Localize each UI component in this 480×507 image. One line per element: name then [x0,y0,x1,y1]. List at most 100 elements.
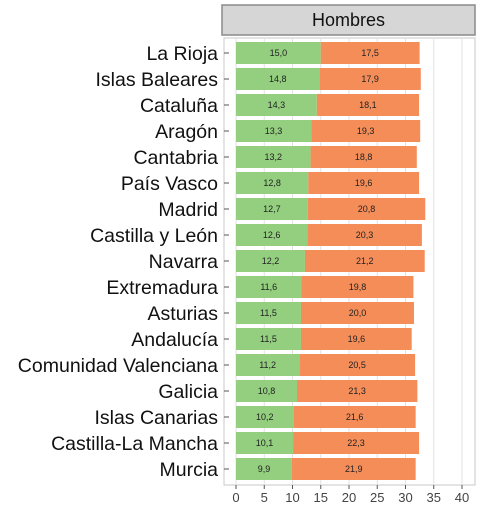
bar-value-label: 11,5 [260,308,277,318]
bar-value-label: 11,2 [259,360,276,370]
bar-value-label: 21,6 [346,412,364,422]
x-tick-label: 10 [285,490,299,505]
bar-value-label: 20,3 [356,230,374,240]
x-tick-label: 40 [455,490,469,505]
category-label: Galicia [158,381,218,403]
bars: 15,0 17,5 14,8 17,9 14,3 18,1 13,3 19,3 13,2 18,8… [236,42,426,480]
category-label: Islas Baleares [96,69,219,91]
bar-segment [236,224,308,246]
category-label: Islas Canarias [94,407,218,429]
x-tick-label: 5 [261,490,268,505]
bar-segment [307,224,422,246]
bar-segment [236,276,302,298]
bar-value-label: 10,2 [256,412,274,422]
bar-value-label: 19,6 [348,334,366,344]
bar-segment [236,302,301,324]
bar-segment [316,94,420,116]
bar-segment [319,68,421,90]
bar-value-label: 15,0 [270,48,288,58]
bar-segment [300,302,414,324]
bar-value-label: 11,6 [260,282,277,292]
bar-value-label: 20,5 [348,360,366,370]
bar-segment [293,432,420,454]
bar-value-label: 12,2 [262,256,280,266]
bar-value-label: 12,7 [263,204,281,214]
category-label: Cataluña [140,95,218,117]
category-label: Cantabria [133,147,218,169]
bar-value-label: 10,1 [256,438,274,448]
x-tick-label: 35 [427,490,441,505]
bar-value-label: 18,8 [355,152,373,162]
bar-segment [320,42,420,64]
x-tick-label: 20 [342,490,356,505]
bar-value-label: 20,8 [358,204,376,214]
bar-value-label: 17,5 [361,48,379,58]
x-axis: 0 5 10 15 20 25 30 35 40 [232,485,469,505]
bar-segment [308,172,420,194]
category-label: Castilla y León [90,225,218,247]
category-label: Extremadura [106,277,218,299]
panel-title: Hombres [312,10,385,30]
bar-segment [236,406,294,428]
bar-value-label: 20,0 [349,308,367,318]
bar-value-label: 11,5 [260,334,277,344]
bar-value-label: 19,8 [349,282,367,292]
bar-segment [236,380,298,402]
bar-segment [236,198,308,220]
bar-segment [236,94,317,116]
category-label: Madrid [158,199,218,221]
bar-value-label: 21,3 [348,386,366,396]
category-label: Asturias [148,303,219,325]
category-label: Comunidad Valenciana [18,355,218,377]
x-tick-label: 0 [232,490,239,505]
bar-value-label: 12,8 [263,178,281,188]
category-label: Navarra [149,251,219,273]
bar-segment [236,250,305,272]
bar-value-label: 18,1 [359,100,377,110]
bar-value-label: 14,3 [268,100,286,110]
bar-value-label: 13,2 [265,152,283,162]
bar-segment [236,146,311,168]
bar-value-label: 19,3 [357,126,375,136]
x-tick-label: 25 [370,490,384,505]
bar-value-label: 9,9 [258,464,271,474]
bar-segment [236,458,292,480]
bar-value-label: 17,9 [361,74,379,84]
bar-segment [304,250,425,272]
bar-segment [300,328,412,350]
bar-segment [236,120,312,142]
category-label: Andalucía [131,329,218,351]
category-labels: La Rioja Islas Baleares Cataluña Aragón Cant… [18,43,229,481]
bar-value-label: 14,8 [269,74,287,84]
panel-strip [221,4,476,36]
bar-segment [310,146,417,168]
bar-segment [291,458,416,480]
bar-segment [236,328,301,350]
category-label: La Rioja [146,43,218,65]
bar-segment [236,42,321,64]
bar-segment [307,198,426,220]
bar-segment [297,380,418,402]
bar-segment [236,354,300,376]
category-label: Murcia [159,459,218,481]
bar-segment [311,120,421,142]
bar-value-label: 12,6 [263,230,281,240]
bar-segment [236,68,320,90]
bar-segment [299,354,416,376]
x-tick-label: 15 [314,490,328,505]
bar-value-label: 21,9 [345,464,363,474]
bar-segment [236,432,294,454]
bar-segment [301,276,414,298]
bar-value-label: 19,6 [355,178,373,188]
bar-value-label: 10,8 [258,386,276,396]
bar-segment [236,172,309,194]
category-label: Aragón [155,121,218,143]
bar-segment [293,406,416,428]
bar-value-label: 21,2 [356,256,374,266]
category-label: País Vasco [121,173,218,195]
category-label: Castilla-La Mancha [51,433,218,455]
bar-value-label: 22,3 [347,438,365,448]
x-tick-label: 30 [398,490,412,505]
bar-value-label: 13,3 [265,126,283,136]
